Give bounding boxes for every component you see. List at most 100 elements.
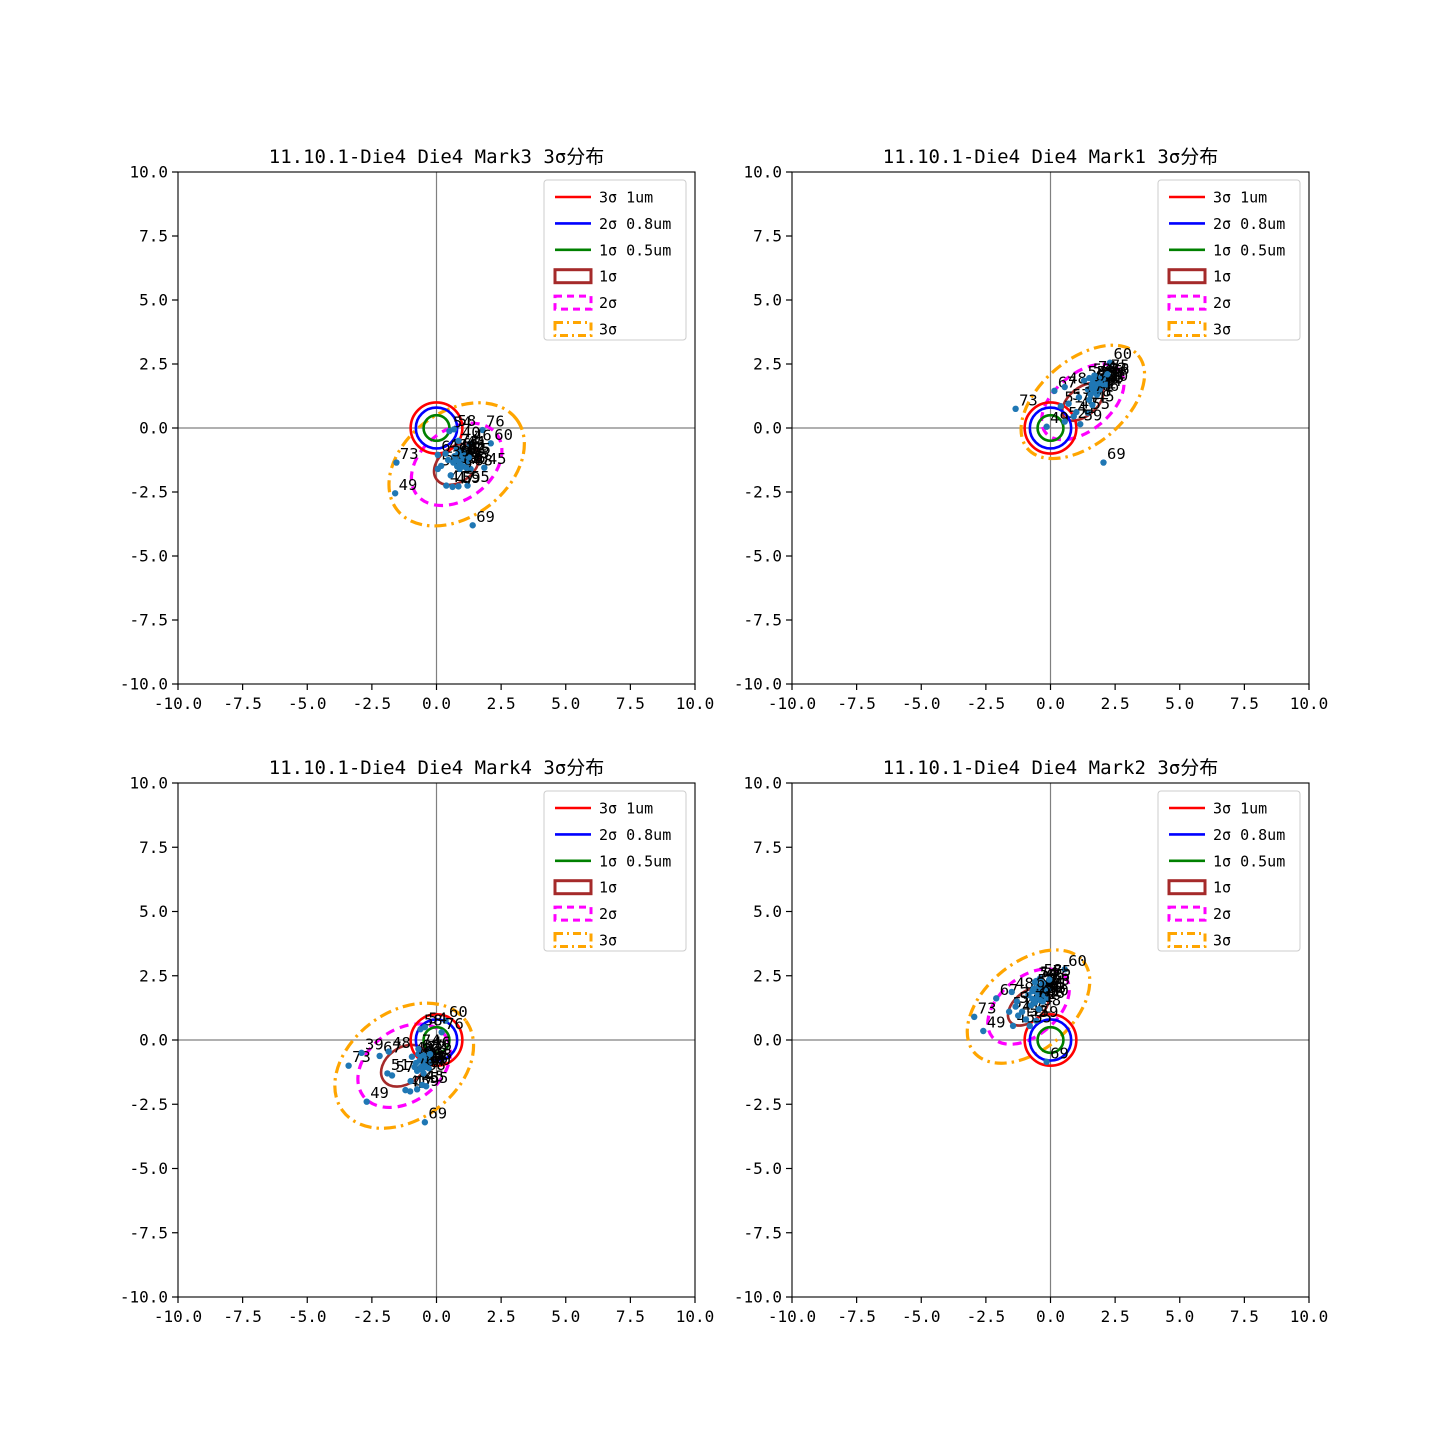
- y-tick-label: 5.0: [139, 291, 168, 310]
- data-point: [1009, 1022, 1017, 1030]
- point-label: 75: [434, 1037, 453, 1055]
- point-label: 65: [467, 449, 486, 467]
- data-point: [1057, 403, 1065, 410]
- legend-label: 2σ: [1213, 905, 1231, 923]
- point-label: 48: [392, 1034, 411, 1052]
- point-label: 76: [486, 413, 505, 431]
- legend-box: [543, 179, 687, 341]
- data-point: [443, 482, 450, 489]
- x-tick-label: -2.5: [967, 1307, 1006, 1326]
- y-tick-label: -10.0: [734, 675, 782, 694]
- point-label: 53: [1106, 368, 1125, 386]
- data-point: [1104, 371, 1111, 378]
- point-label: 70: [432, 1051, 451, 1069]
- sigma-ellipse-2sigma: [409, 421, 504, 508]
- point-label: 68: [427, 1056, 446, 1074]
- spec-circle-1sigma-0.5um: [422, 1025, 451, 1055]
- x-tick-label: -10.0: [768, 694, 816, 713]
- point-label: 40: [462, 423, 481, 441]
- y-tick-label: -10.0: [734, 1288, 782, 1307]
- legend-label: 3σ 1um: [599, 189, 653, 207]
- data-point: [463, 464, 470, 471]
- point-label: 74: [1038, 965, 1057, 983]
- spec-circle-1sigma-0.5um: [1036, 413, 1065, 443]
- data-point: [980, 1027, 987, 1035]
- data-point: [393, 459, 400, 466]
- data-point: [481, 464, 488, 471]
- point-label: 41: [450, 468, 469, 486]
- point-label: 51: [391, 1056, 410, 1074]
- plot-title: 11.10.1-Die4 Die4 Mark2 3σ分布: [883, 757, 1218, 779]
- data-point: [1065, 400, 1072, 407]
- legend-label: 3σ 1um: [1213, 800, 1267, 818]
- legend-swatch-rect: [553, 268, 593, 285]
- point-label: 48: [1015, 974, 1034, 992]
- data-point: [426, 1050, 434, 1058]
- data-point: [1044, 985, 1052, 992]
- legend-box: [1157, 179, 1301, 341]
- point-label: 53: [467, 441, 486, 459]
- legend-swatch-rect: [553, 905, 593, 922]
- y-tick-label: 0.0: [139, 1031, 168, 1050]
- legend-swatch-rect: [553, 294, 593, 311]
- plot-title: 11.10.1-Die4 Die4 Mark1 3σ分布: [883, 146, 1218, 168]
- spec-circle-3sigma-1um: [1023, 1012, 1078, 1067]
- data-point: [1075, 394, 1083, 401]
- legend-swatch-rect: [1167, 879, 1207, 896]
- data-point: [437, 462, 445, 470]
- point-label: 60: [1068, 952, 1087, 970]
- point-label: 53: [428, 1044, 447, 1062]
- data-point: [1086, 396, 1093, 404]
- point-label: 73: [978, 999, 997, 1017]
- data-point: [1061, 418, 1068, 425]
- point-label: 65: [430, 1049, 449, 1067]
- point-label: 63: [1051, 971, 1070, 989]
- point-label: 75: [1053, 962, 1072, 980]
- y-tick-label: 5.0: [753, 291, 782, 310]
- point-label: 74: [460, 431, 479, 449]
- x-tick-label: 5.0: [1165, 694, 1194, 713]
- sigma-ellipse-3sigma: [965, 948, 1092, 1065]
- data-point: [1046, 976, 1053, 983]
- legend-swatch-rect: [1167, 294, 1207, 311]
- data-point: [971, 1013, 978, 1021]
- data-point: [1051, 387, 1058, 395]
- point-label: 76: [1111, 361, 1130, 379]
- y-tick-label: -7.5: [743, 1223, 782, 1242]
- x-tick-label: 10.0: [1290, 694, 1329, 713]
- data-point: [422, 1083, 430, 1090]
- x-tick-label: 7.5: [1230, 1307, 1259, 1326]
- data-point: [1073, 408, 1080, 416]
- data-point: [1012, 405, 1019, 412]
- x-tick-label: -10.0: [768, 1307, 816, 1326]
- data-point: [1043, 995, 1050, 1003]
- legend-label: 2σ 0.8um: [1213, 826, 1285, 844]
- point-label: 76: [445, 1015, 464, 1033]
- data-point: [466, 440, 473, 448]
- data-point: [464, 482, 471, 489]
- point-label: 58: [424, 1012, 443, 1030]
- x-tick-label: -7.5: [837, 1307, 876, 1326]
- point-label: 56: [1042, 969, 1061, 987]
- legend: 3σ 1um 2σ 0.8um 1σ 0.5um 1σ 2σ 3σ: [543, 179, 687, 341]
- point-label: 70: [1110, 367, 1129, 385]
- point-label: 55: [1033, 1008, 1052, 1026]
- point-label: 59: [462, 469, 481, 487]
- point-label: 60: [1113, 345, 1132, 363]
- x-tick-label: 0.0: [422, 1307, 451, 1326]
- data-point: [407, 1077, 414, 1085]
- data-point: [411, 1063, 418, 1071]
- point-label: 73: [352, 1048, 371, 1066]
- point-label: 66: [462, 435, 481, 453]
- data-point: [1106, 359, 1114, 366]
- legend: 3σ 1um 2σ 0.8um 1σ 0.5um 1σ 2σ 3σ: [543, 790, 687, 952]
- y-tick-label: 7.5: [139, 838, 168, 857]
- point-label: 74: [422, 1031, 441, 1049]
- sigma-ellipse-1sigma: [379, 1043, 429, 1088]
- y-tick-label: -5.0: [129, 547, 168, 566]
- data-point: [1091, 372, 1098, 379]
- legend-label: 1σ: [599, 268, 617, 286]
- legend-swatch-rect: [1167, 268, 1207, 285]
- legend-label: 2σ 0.8um: [599, 826, 671, 844]
- y-tick-label: 2.5: [139, 966, 168, 985]
